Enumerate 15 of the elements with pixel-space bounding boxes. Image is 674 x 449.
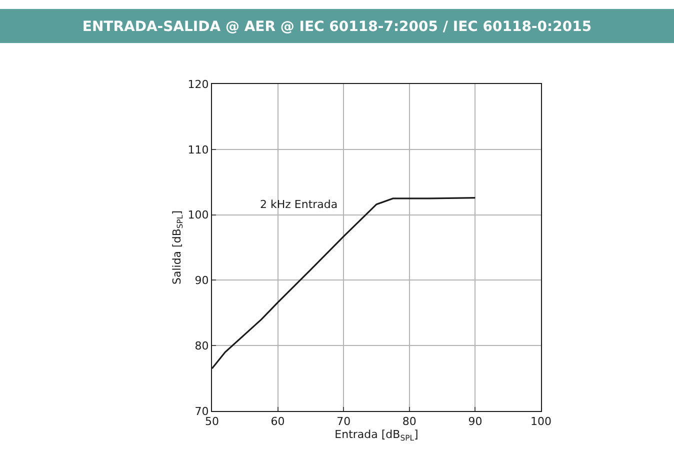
x-tick-label: 50 (205, 415, 219, 428)
text: 2 kHz Entrada (260, 198, 338, 211)
y-tick-label: 70 (194, 404, 209, 418)
y-tick-label: 90 (194, 274, 209, 288)
x-tick-label: 70 (336, 415, 351, 428)
x-tick-label: 80 (402, 415, 416, 428)
chart-title: ENTRADA-SALIDA @ AER @ IEC 60118-7:2005 / IEC 60118-0:2015 (82, 18, 592, 35)
y-tick-label: 110 (188, 143, 209, 156)
y-tick-label: 80 (194, 339, 209, 352)
x-tick-label: 90 (468, 415, 482, 428)
x-tick-label: 60 (270, 415, 285, 428)
y-tick-label: 120 (188, 78, 209, 91)
x-tick-label: 100 (530, 415, 552, 428)
x-axis-title: Entrada [dB$_{SPL}$] (334, 428, 418, 443)
y-tick-label: 100 (188, 208, 209, 222)
